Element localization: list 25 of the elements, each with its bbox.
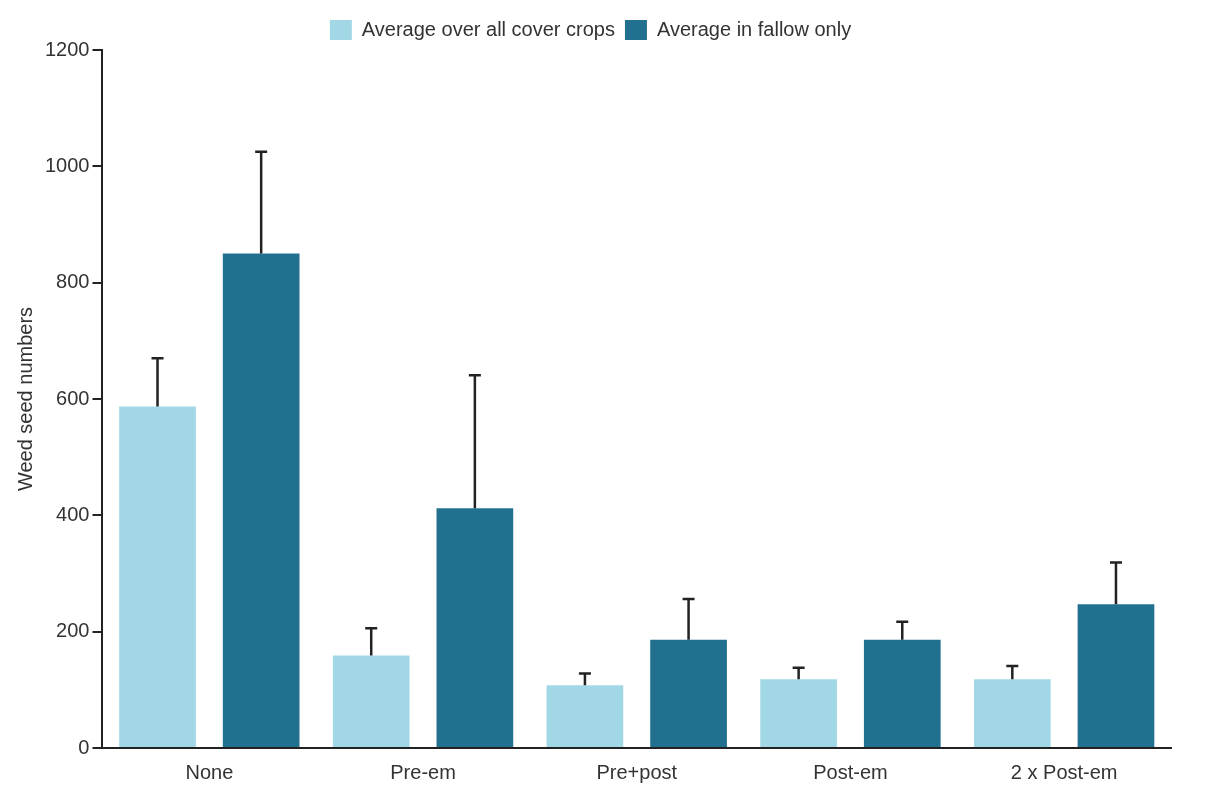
- y-tick-label: 400: [56, 502, 90, 525]
- x-tick-label: None: [185, 760, 234, 783]
- bar: [1077, 604, 1155, 747]
- x-tick-label: Post-em: [813, 760, 888, 783]
- bar: [546, 685, 624, 747]
- y-tick-label: 1000: [44, 153, 90, 176]
- y-tick-label: 200: [56, 619, 90, 642]
- bar: [332, 655, 410, 747]
- x-tick-label: Pre+post: [596, 760, 678, 783]
- y-tick-label: 1200: [44, 37, 90, 60]
- bar: [973, 679, 1051, 747]
- x-tick-label: 2 x Post-em: [1010, 760, 1118, 783]
- bar: [222, 253, 300, 747]
- legend-label: Average over all cover crops: [361, 17, 615, 40]
- bar: [436, 508, 514, 747]
- y-tick-label: 800: [56, 270, 90, 293]
- legend-label: Average in fallow only: [656, 17, 852, 40]
- x-tick-label: Pre-em: [390, 760, 456, 783]
- y-tick-label: 600: [56, 386, 90, 409]
- y-tick-label: 0: [78, 735, 90, 758]
- bar: [760, 679, 837, 747]
- y-axis-title: Weed seed numbers: [13, 306, 36, 492]
- bar: [863, 639, 941, 747]
- bar: [650, 639, 727, 747]
- bar: [119, 406, 196, 747]
